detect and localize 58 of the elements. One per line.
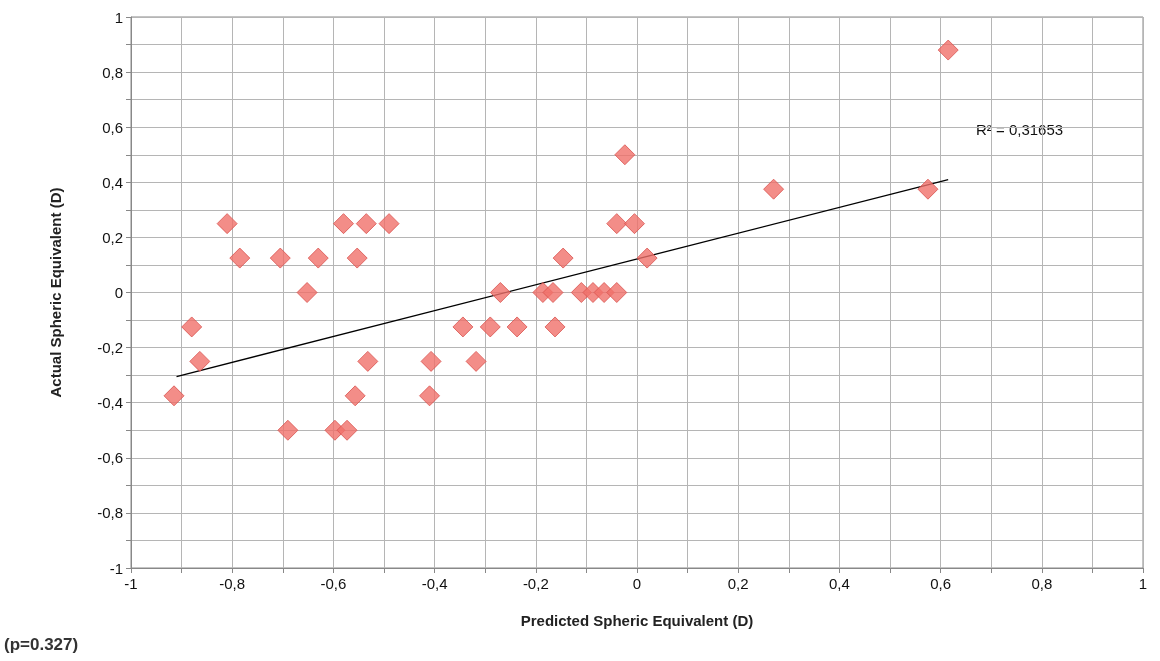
x-axis-title: Predicted Spheric Equivalent (D) [520,612,754,629]
y-axis-title: Actual Spheric Equivalent (D) [47,187,64,398]
y-tick-label: 0,2 [102,228,123,246]
point [163,385,185,407]
y-tick-label: 0 [114,284,123,301]
y-tick-label: 0,8 [102,63,123,81]
point [346,247,368,269]
x-tick-label: 0,6 [930,575,952,592]
point [344,385,366,407]
point [355,213,377,235]
point [489,282,511,303]
y-tick-label: -1 [109,559,123,577]
point [307,247,329,269]
point [378,213,400,235]
point [636,247,658,269]
x-tick-label: 0,8 [1031,575,1053,592]
y-tick-label: -0,2 [97,339,123,357]
x-tick-label: 0 [632,575,642,592]
point [606,282,628,303]
y-tick-label: 0,4 [102,173,123,191]
point [623,213,645,235]
point [606,213,628,235]
y-tick-label: 0,6 [102,118,123,136]
point [544,316,566,338]
point [506,316,528,338]
y-tick-label: -0,4 [97,394,123,412]
x-tick-label: -0,4 [421,575,448,592]
point [189,350,211,372]
point [465,350,487,372]
point [420,350,442,372]
point [542,282,564,303]
x-tick-label: -0,6 [320,575,347,592]
point [452,316,474,338]
point [277,419,299,441]
x-tick-label: 1 [1138,575,1148,592]
point [333,213,355,235]
y-tick-label: 1 [114,8,123,26]
point [216,213,238,235]
point [763,178,785,200]
y-tick-label: -0,6 [97,449,123,467]
point [419,385,441,407]
point [269,247,291,269]
y-tick-label: -0,8 [97,504,123,522]
point [917,178,939,200]
point [614,144,636,166]
x-tick-label: -0,2 [522,575,549,592]
point [357,350,379,372]
x-tick-label: 0,4 [828,575,850,592]
point [479,316,501,338]
point [937,39,959,61]
point [336,419,358,441]
text: (p=0.327) [4,635,79,654]
point [229,247,251,269]
point [552,247,574,269]
x-tick-label: 0,2 [727,575,749,592]
point [296,282,318,303]
x-tick-label: -0,8 [219,575,246,592]
point [181,316,203,338]
